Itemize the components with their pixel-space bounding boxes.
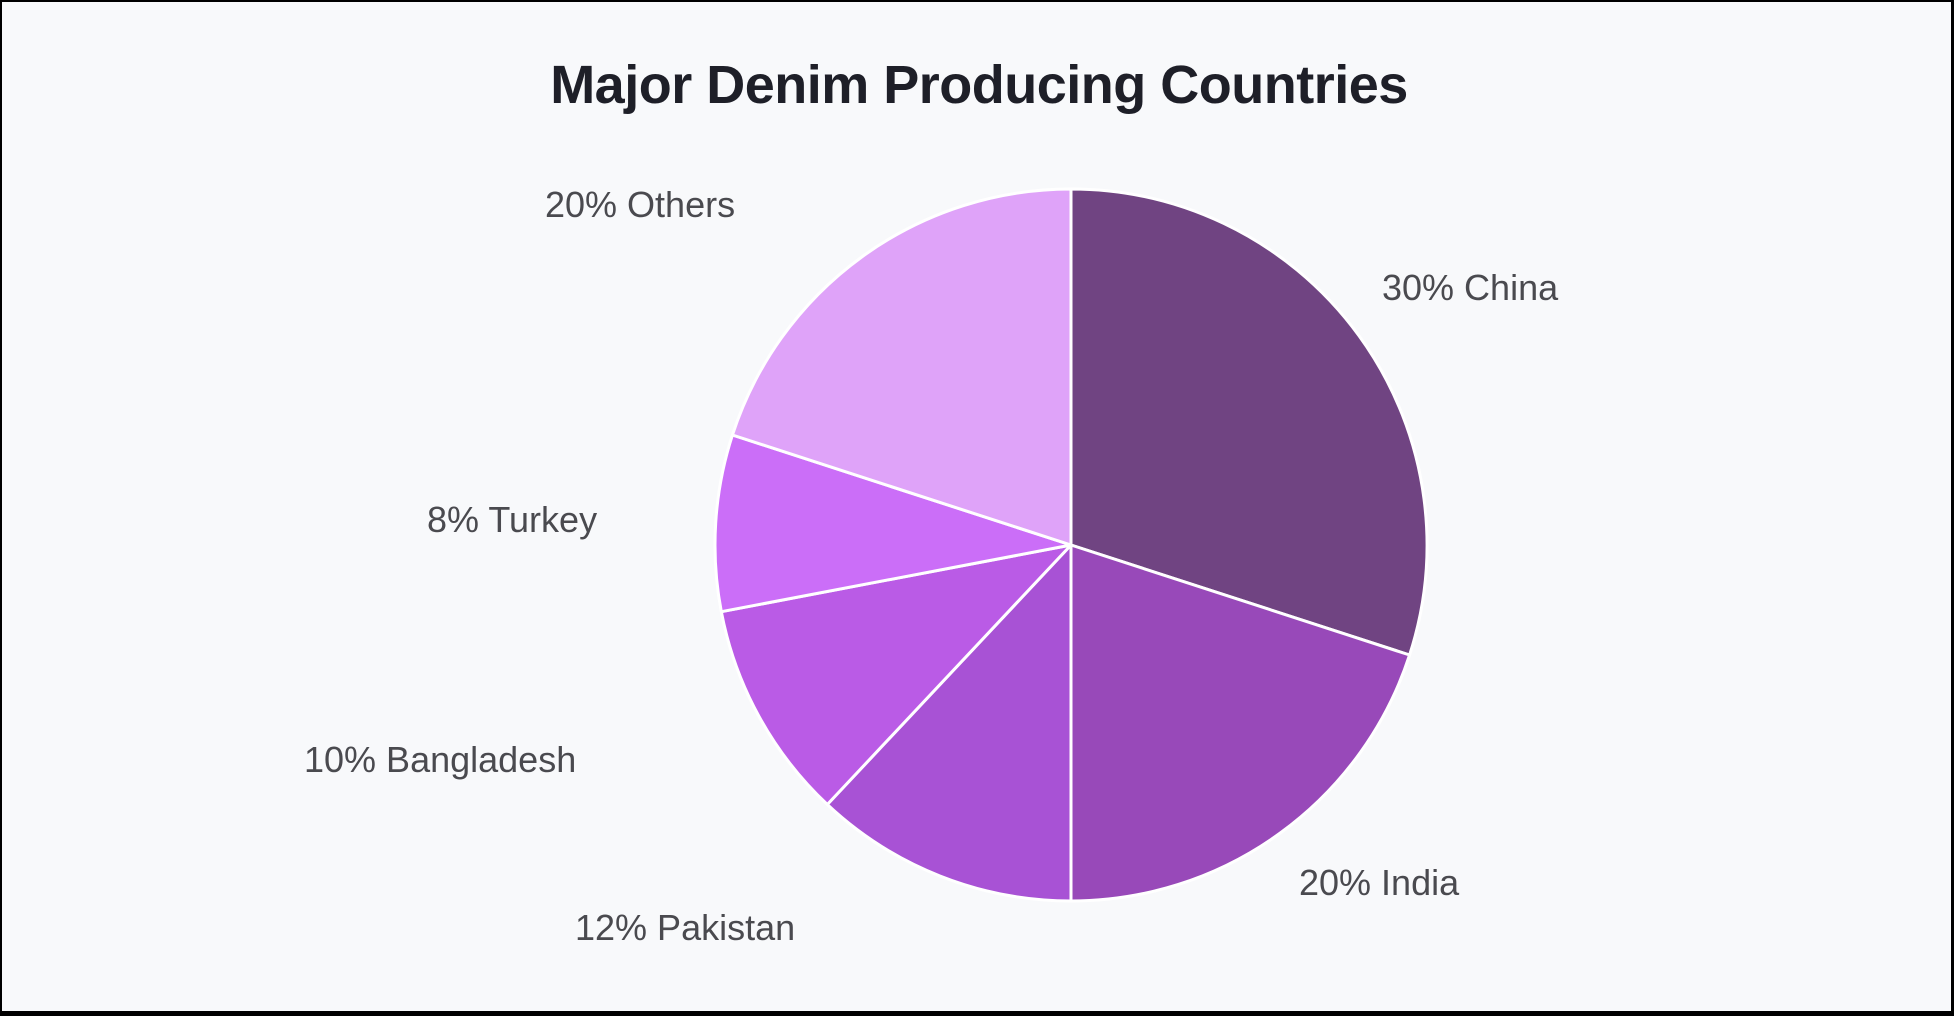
slice-label-india: 20% India — [1299, 862, 1460, 903]
pie-slice-pakistan — [825, 543, 1073, 903]
pie-slices — [713, 187, 1429, 903]
pie-labels: 30% China 20% India 12% Pakistan 10% Bangla… — [304, 184, 1559, 948]
slice-label-others: 20% Others — [545, 184, 735, 225]
pie-slice-others — [730, 187, 1073, 547]
slice-label-bangladesh: 10% Bangladesh — [304, 739, 576, 780]
slice-label-pakistan: 12% Pakistan — [575, 907, 795, 948]
slice-label-china: 30% China — [1382, 267, 1559, 308]
pie-slice-turkey — [713, 433, 1073, 614]
pie-slice-china — [1069, 187, 1429, 657]
pie-slice-bangladesh — [719, 543, 1073, 807]
chart-title: Major Denim Producing Countries — [550, 55, 1408, 115]
pie-slice-india — [1069, 543, 1412, 903]
slice-label-turkey: 8% Turkey — [427, 499, 597, 540]
